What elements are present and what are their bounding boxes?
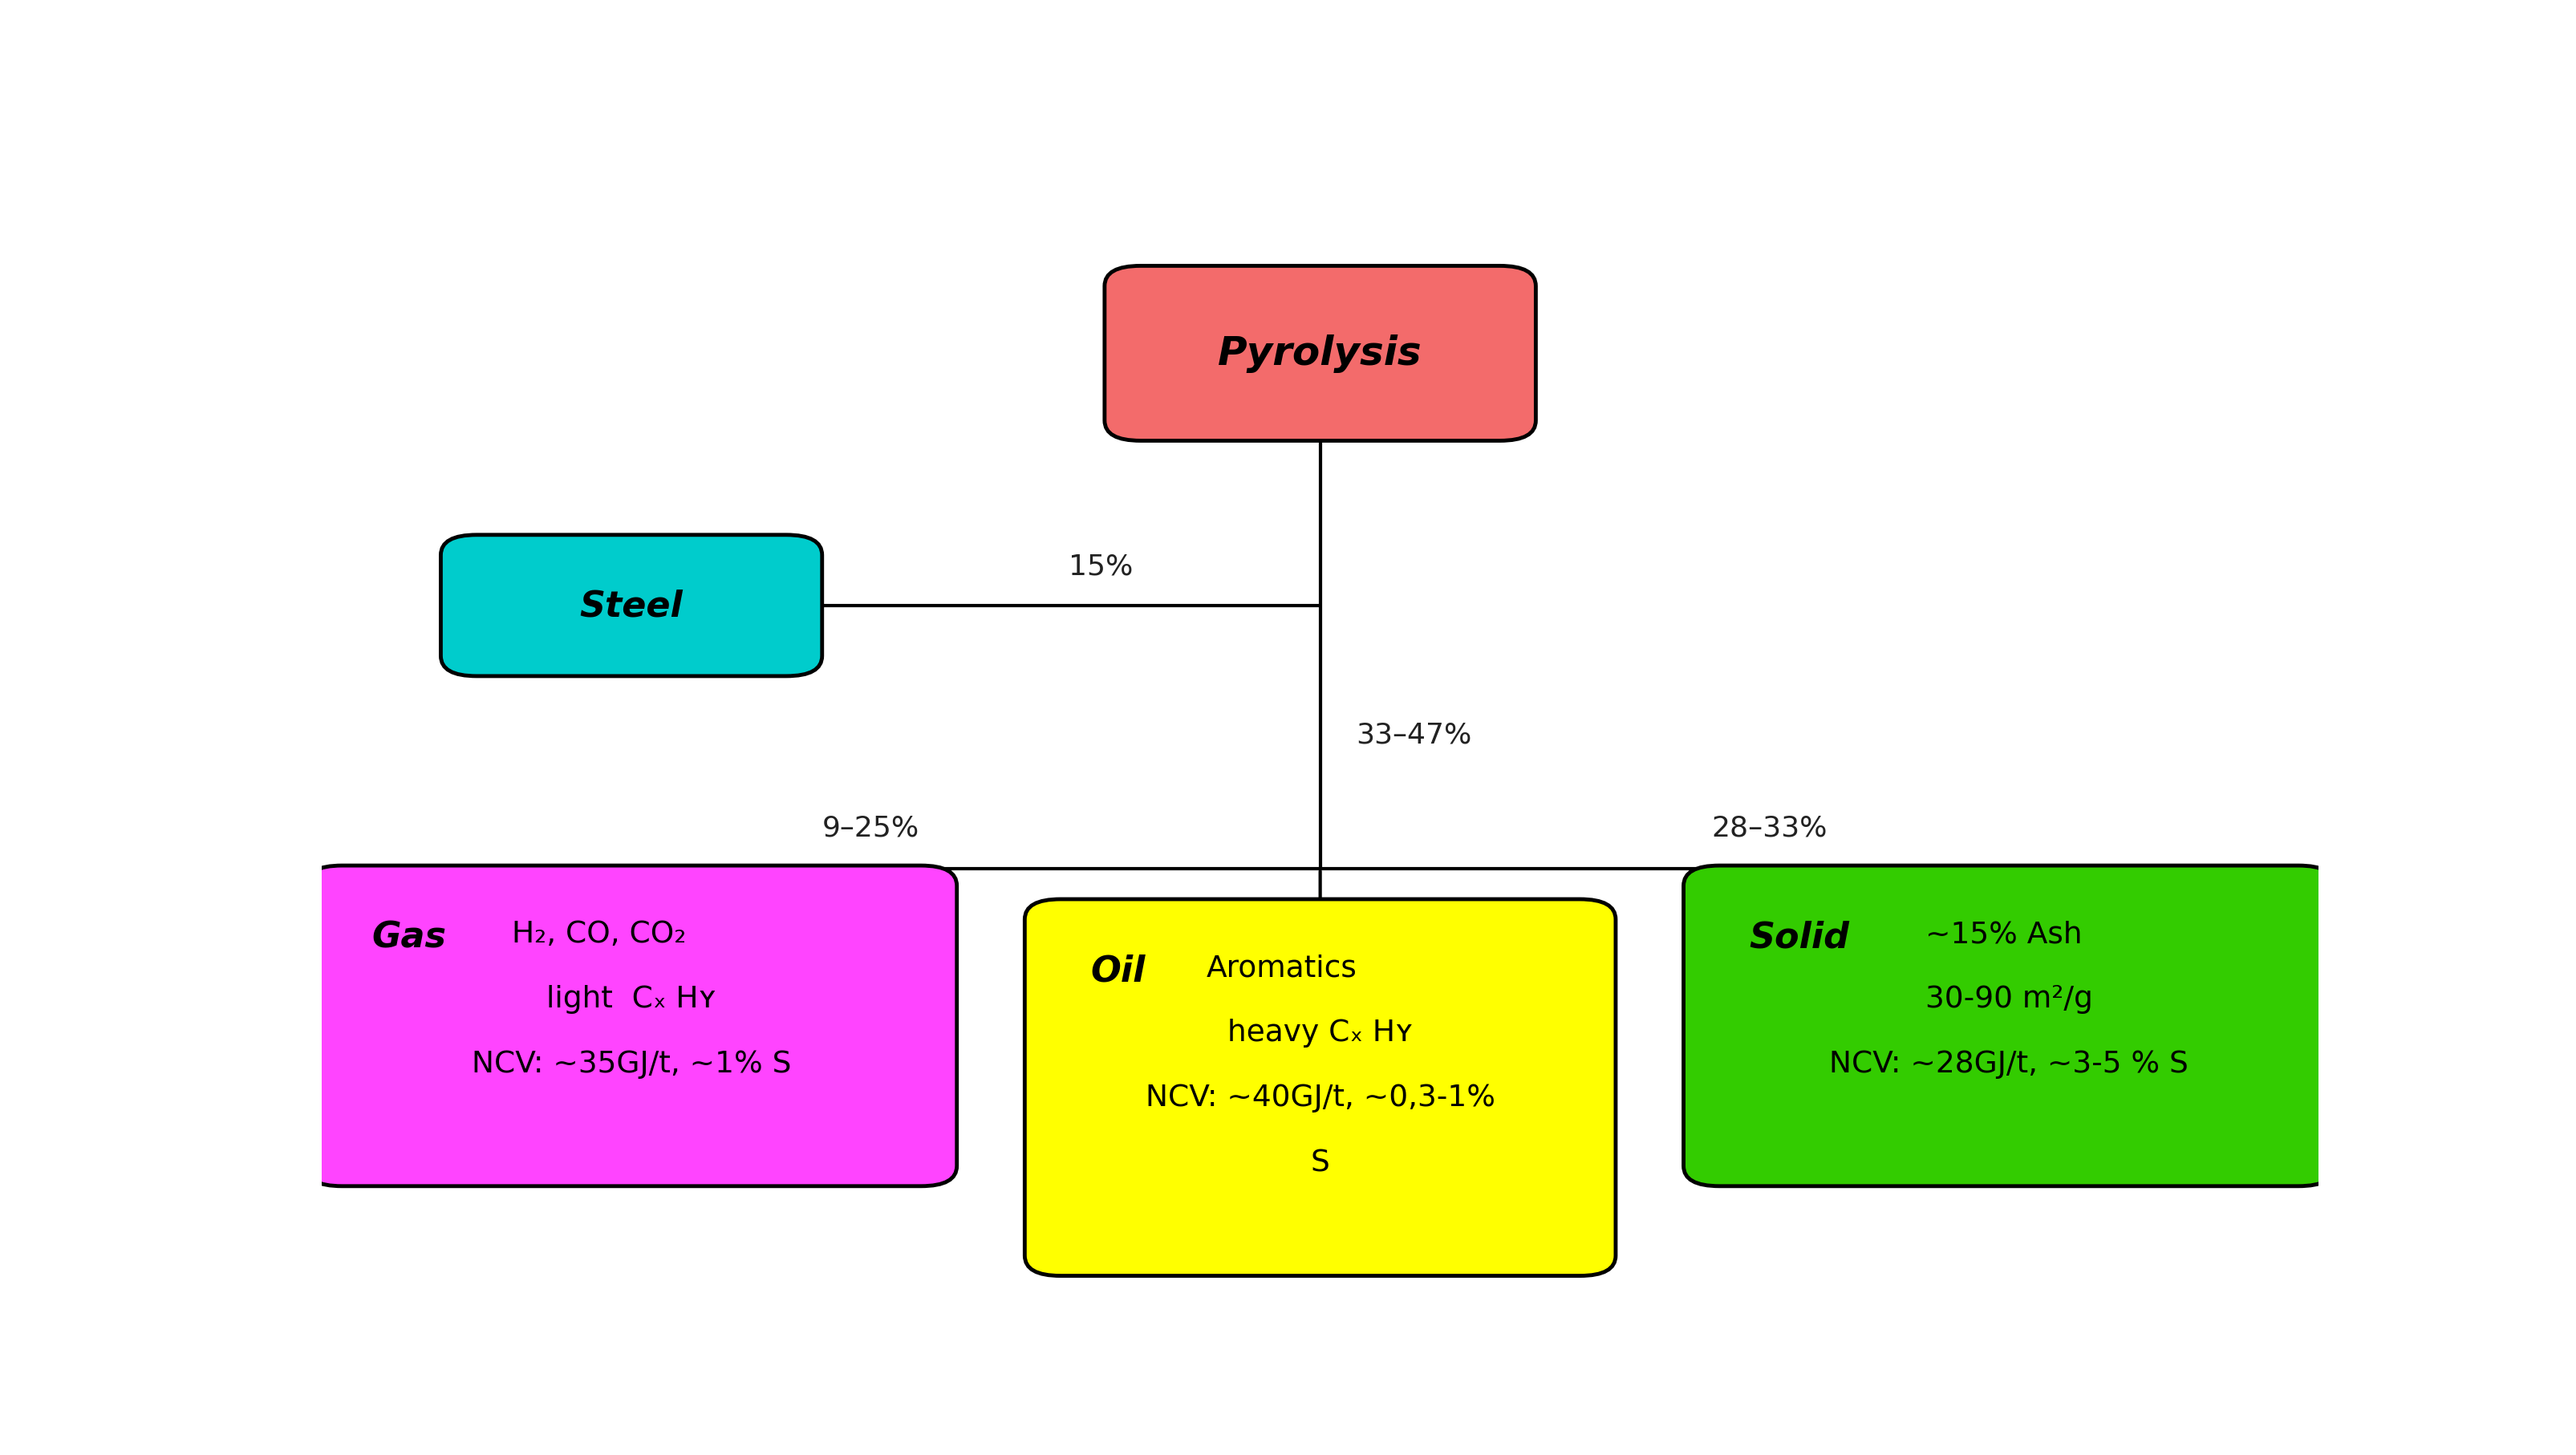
Text: 9–25%: 9–25% (822, 813, 920, 841)
Text: heavy Cₓ Hʏ: heavy Cₓ Hʏ (1226, 1018, 1414, 1048)
Text: Solid: Solid (1749, 920, 1850, 954)
FancyBboxPatch shape (1025, 899, 1615, 1276)
FancyBboxPatch shape (1685, 866, 2334, 1186)
Text: H₂, CO, CO₂: H₂, CO, CO₂ (513, 920, 685, 949)
Text: 28–33%: 28–33% (1710, 813, 1826, 841)
Text: Pyrolysis: Pyrolysis (1218, 335, 1422, 372)
Text: S: S (1311, 1148, 1329, 1177)
Text: Oil: Oil (1090, 953, 1146, 988)
Text: 15%: 15% (1069, 553, 1133, 581)
Text: Steel: Steel (580, 589, 683, 623)
Text: 33–47%: 33–47% (1355, 722, 1471, 748)
FancyBboxPatch shape (307, 866, 956, 1186)
Text: Gas: Gas (371, 920, 446, 954)
Text: 30-90 m²/g: 30-90 m²/g (1924, 985, 2092, 1014)
Text: Aromatics: Aromatics (1206, 953, 1358, 982)
Text: ~15% Ash: ~15% Ash (1924, 920, 2081, 949)
Text: NCV: ~35GJ/t, ~1% S: NCV: ~35GJ/t, ~1% S (471, 1049, 791, 1078)
Text: NCV: ~40GJ/t, ~0,3-1%: NCV: ~40GJ/t, ~0,3-1% (1146, 1083, 1494, 1112)
Text: NCV: ~28GJ/t, ~3-5 % S: NCV: ~28GJ/t, ~3-5 % S (1829, 1049, 2190, 1078)
Text: light  Cₓ Hʏ: light Cₓ Hʏ (546, 985, 716, 1014)
FancyBboxPatch shape (440, 535, 822, 677)
FancyBboxPatch shape (1105, 266, 1535, 441)
